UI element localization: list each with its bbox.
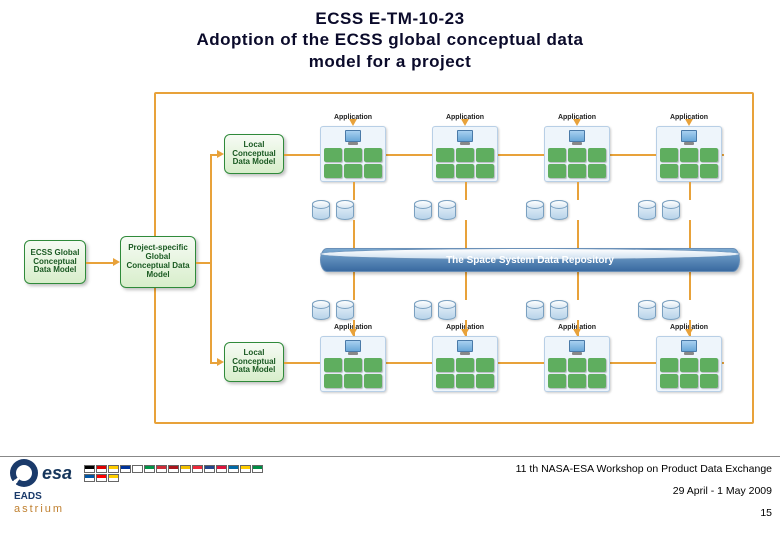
flag-icon <box>156 465 167 473</box>
data-cylinder <box>550 200 568 220</box>
flag-icon <box>108 465 119 473</box>
data-cylinder <box>312 300 330 320</box>
esa-text: esa <box>42 463 72 484</box>
data-cylinder <box>662 200 680 220</box>
application-group <box>656 336 722 392</box>
application-group <box>432 336 498 392</box>
esa-swirl-icon <box>10 459 38 487</box>
title-line-3: model for a project <box>0 51 780 72</box>
flag-icon <box>192 465 203 473</box>
data-cylinder <box>438 200 456 220</box>
data-cylinder <box>638 300 656 320</box>
flag-icon <box>180 465 191 473</box>
flag-icon <box>132 465 143 473</box>
flag-icon <box>216 465 227 473</box>
flag-icon <box>96 474 107 482</box>
footer-workshop: 11 th NASA-ESA Workshop on Product Data … <box>516 463 772 475</box>
title-line-2: Adoption of the ECSS global conceptual d… <box>0 29 780 50</box>
data-cylinder <box>312 200 330 220</box>
data-cylinder <box>638 200 656 220</box>
footer-page: 15 <box>760 507 772 519</box>
slide-title: ECSS E-TM-10-23 Adoption of the ECSS glo… <box>0 0 780 72</box>
flag-icon <box>108 474 119 482</box>
application-group <box>544 126 610 182</box>
data-cylinder <box>414 300 432 320</box>
data-cylinder <box>414 200 432 220</box>
data-cylinder <box>336 300 354 320</box>
application-group <box>656 126 722 182</box>
data-cylinder <box>336 200 354 220</box>
footer-date: 29 April - 1 May 2009 <box>673 485 772 497</box>
data-cylinder <box>438 300 456 320</box>
esa-logo: esa <box>10 459 72 487</box>
slide-footer: esa EADS astrium 11 th NASA-ESA Workshop… <box>0 456 780 540</box>
flag-icon <box>84 474 95 482</box>
data-cylinder <box>526 300 544 320</box>
flag-icon <box>120 465 131 473</box>
eads-logo: EADS <box>14 491 42 502</box>
application-group <box>432 126 498 182</box>
flag-icon <box>84 465 95 473</box>
flag-icon <box>168 465 179 473</box>
application-group <box>544 336 610 392</box>
application-group <box>320 126 386 182</box>
flag-icon <box>228 465 239 473</box>
flag-icon <box>240 465 251 473</box>
flag-icon <box>144 465 155 473</box>
node-local-top: Local Conceptual Data Model <box>224 134 284 174</box>
data-cylinder <box>550 300 568 320</box>
data-cylinder <box>662 300 680 320</box>
astrium-logo: astrium <box>14 503 64 515</box>
node-project-specific: Project-specific Global Conceptual Data … <box>120 236 196 288</box>
architecture-diagram: ECSS Global Conceptual Data Model Project… <box>24 92 756 432</box>
node-ecss-global: ECSS Global Conceptual Data Model <box>24 240 86 284</box>
application-group <box>320 336 386 392</box>
node-local-bottom: Local Conceptual Data Model <box>224 342 284 382</box>
space-system-data-repository: The Space System Data Repository <box>320 248 740 272</box>
flag-icon <box>252 465 263 473</box>
data-cylinder <box>526 200 544 220</box>
flag-icon <box>96 465 107 473</box>
flag-icon <box>204 465 215 473</box>
title-line-1: ECSS E-TM-10-23 <box>0 8 780 29</box>
country-flags <box>84 465 264 482</box>
